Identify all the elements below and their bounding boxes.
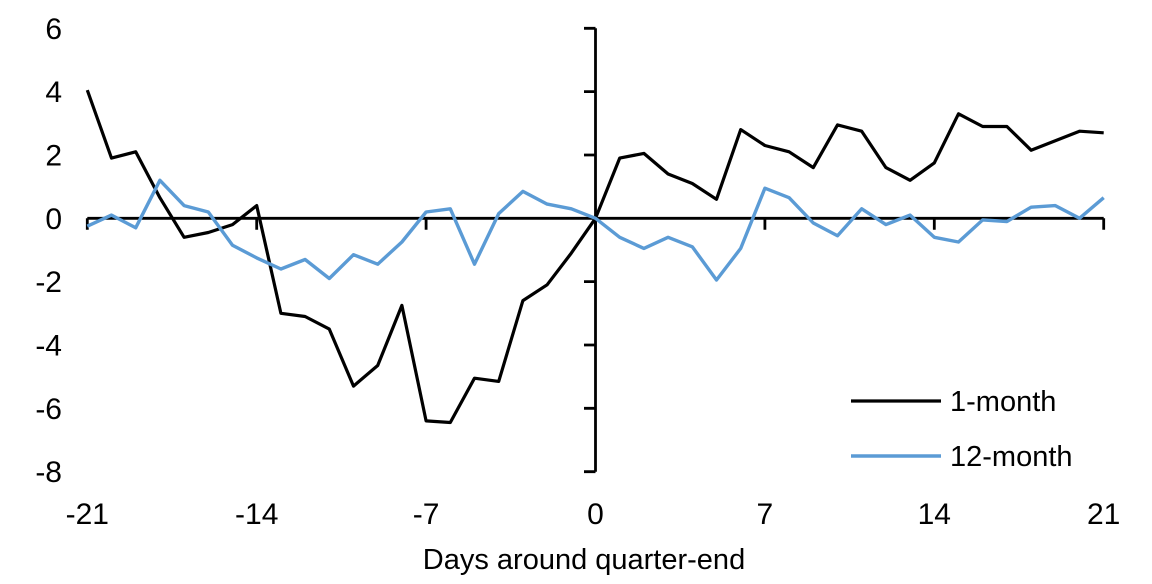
x-tick-label: 7 <box>757 498 774 531</box>
y-tick-label: 2 <box>45 140 62 173</box>
x-tick-label: 21 <box>1087 498 1120 531</box>
legend-label-12-month: 12-month <box>950 441 1073 473</box>
legend-label-1-month: 1-month <box>950 386 1056 418</box>
x-axis-title: Days around quarter-end <box>423 544 745 576</box>
y-tick-label: -4 <box>35 330 62 363</box>
y-tick-label: -8 <box>35 456 62 489</box>
y-tick-label: -6 <box>35 393 62 426</box>
series-12-month-line <box>86 178 1105 282</box>
x-tick-label: 14 <box>918 498 951 531</box>
x-tick-label: -14 <box>235 498 278 531</box>
x-tick-label: 0 <box>587 498 604 531</box>
y-tick-label: -2 <box>35 266 62 299</box>
x-tick-label: -21 <box>66 498 109 531</box>
y-tick-label: 6 <box>45 13 62 46</box>
y-tick-label: 0 <box>45 203 62 236</box>
legend: 1-month 12-month <box>851 386 1073 473</box>
y-tick-label: 4 <box>45 76 62 109</box>
y-axis-line <box>584 26 597 474</box>
x-tick-label: -7 <box>413 498 440 531</box>
